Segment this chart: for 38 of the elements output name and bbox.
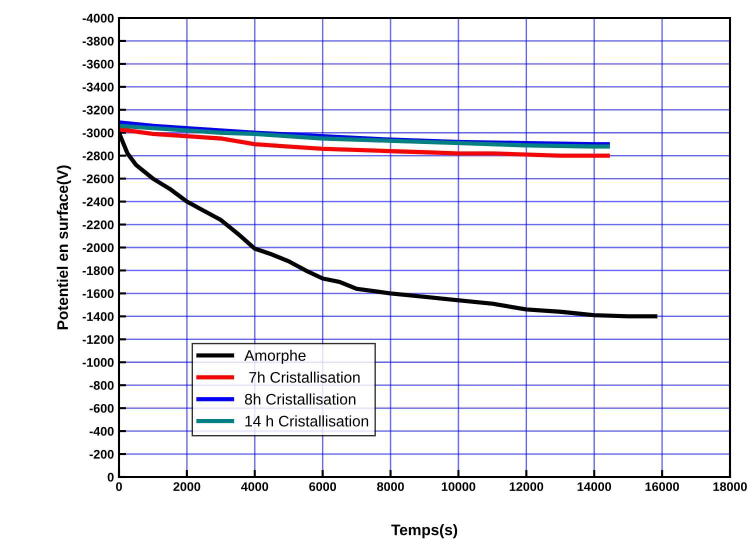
y-tick-label: -1000 — [82, 358, 114, 367]
y-tick-label: -2600 — [82, 174, 114, 184]
x-tick-label: 4000 — [241, 482, 268, 492]
legend-label: 7h Cristallisation — [249, 372, 360, 383]
y-tick-label: -1600 — [82, 289, 114, 298]
y-tick-label: -600 — [90, 404, 114, 413]
x-axis-title: Temps(s) — [391, 524, 458, 538]
y-tick-label: -1800 — [82, 266, 114, 276]
line-series — [119, 127, 610, 158]
y-tick-label: -2800 — [82, 152, 114, 160]
x-tick-label: 16000 — [646, 482, 679, 492]
y-axis-title: Potentiel en surface(V) — [56, 165, 72, 330]
y-tick-label: -3600 — [82, 60, 114, 69]
y-tick-label: -2400 — [82, 197, 114, 206]
y-tick-label: -200 — [90, 450, 114, 459]
x-tick-label: 0 — [116, 482, 122, 492]
y-tick-label: -2200 — [82, 220, 114, 230]
y-tick-label: -3000 — [82, 128, 114, 138]
y-tick-label: -400 — [90, 426, 114, 436]
y-tick-label: -3800 — [82, 36, 114, 46]
x-tick-label: 2000 — [173, 482, 200, 492]
x-tick-label: 18000 — [713, 482, 747, 492]
x-tick-label: 12000 — [510, 482, 544, 492]
y-tick-label: -3400 — [82, 82, 114, 92]
legend-label: 8h Cristallisation — [244, 393, 356, 405]
x-tick-label: 8000 — [377, 482, 404, 492]
y-tick-label: -2000 — [82, 243, 114, 252]
legend-label: Amorphe — [244, 350, 306, 364]
y-tick-label: 0 — [108, 472, 114, 482]
x-tick-label: 10000 — [442, 482, 476, 492]
legend-label: 14 h Cristallisation — [245, 415, 368, 427]
y-tick-label: -3200 — [82, 106, 114, 114]
y-tick-label: -1400 — [82, 312, 114, 321]
x-tick-label: 6000 — [309, 482, 336, 492]
y-tick-label: -1200 — [82, 335, 114, 344]
y-tick-label: -4000 — [82, 14, 114, 23]
y-tick-label: -800 — [90, 381, 114, 390]
x-tick-label: 14000 — [578, 482, 612, 492]
